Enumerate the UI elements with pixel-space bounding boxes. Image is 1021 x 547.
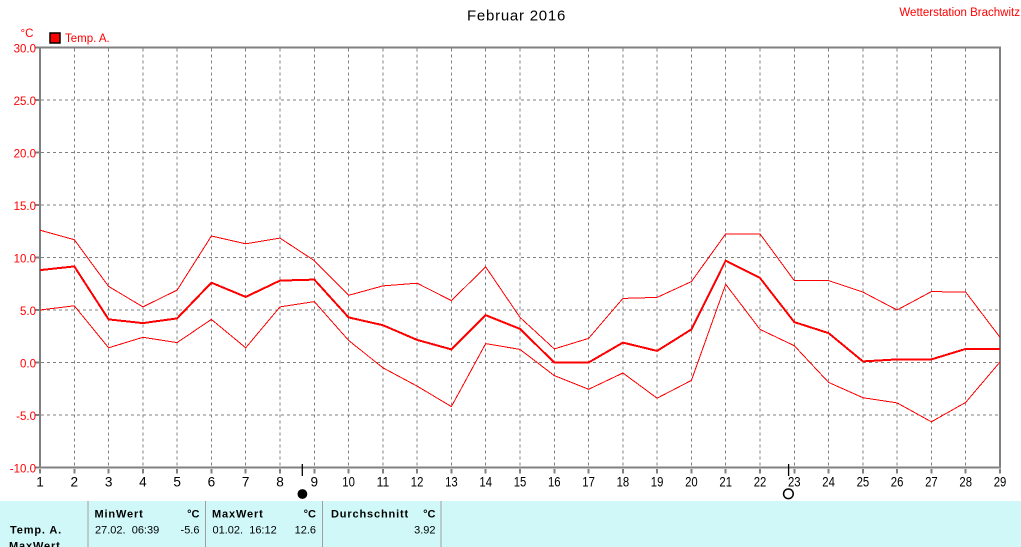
svg-text:27: 27: [925, 475, 938, 490]
svg-text:20.0: 20.0: [14, 149, 36, 161]
svg-text:12: 12: [411, 475, 424, 490]
svg-text:Wetterstation Brachwitz: Wetterstation Brachwitz: [899, 7, 1020, 19]
svg-text:21: 21: [719, 475, 732, 490]
svg-text:26: 26: [891, 475, 904, 490]
svg-text:6: 6: [208, 475, 216, 490]
svg-text:01.02. 16:12: 01.02. 16:12: [213, 525, 277, 537]
svg-text:3: 3: [105, 475, 113, 490]
svg-text:Februar 2016: Februar 2016: [467, 8, 566, 25]
svg-text:°C: °C: [21, 28, 34, 40]
svg-text:°C: °C: [304, 509, 316, 521]
svg-text:MaxWert: MaxWert: [212, 509, 264, 521]
svg-text:11: 11: [377, 475, 390, 490]
svg-text:20: 20: [685, 475, 698, 490]
svg-text:0.0: 0.0: [20, 359, 36, 371]
svg-text:24: 24: [822, 475, 835, 490]
svg-text:19: 19: [651, 475, 664, 490]
svg-text:28: 28: [959, 475, 972, 490]
svg-text:°C: °C: [423, 509, 435, 521]
svg-text:12.6: 12.6: [295, 525, 316, 537]
svg-text:8: 8: [276, 475, 284, 490]
svg-text:10: 10: [342, 475, 355, 490]
svg-text:Temp. A.: Temp. A.: [10, 525, 62, 537]
svg-text:MaxWert: MaxWert: [9, 541, 61, 547]
svg-text:9: 9: [311, 475, 319, 490]
svg-text:15: 15: [514, 475, 527, 490]
svg-text:10.0: 10.0: [14, 254, 36, 266]
svg-text:MinWert: MinWert: [95, 509, 144, 521]
svg-text:-5.6: -5.6: [181, 525, 200, 537]
svg-text:16: 16: [548, 475, 561, 490]
svg-text:27.02. 06:39: 27.02. 06:39: [95, 525, 159, 537]
svg-text:2: 2: [71, 475, 79, 490]
svg-text:5: 5: [173, 475, 181, 490]
svg-text:Temp. A.: Temp. A.: [65, 33, 110, 45]
svg-text:15.0: 15.0: [14, 201, 36, 213]
svg-text:7: 7: [242, 475, 250, 490]
svg-text:3.92: 3.92: [414, 525, 435, 537]
svg-text:17: 17: [582, 475, 595, 490]
svg-text:25: 25: [857, 475, 870, 490]
svg-text:25.0: 25.0: [14, 96, 36, 108]
svg-text:4: 4: [139, 475, 147, 490]
svg-text:23: 23: [788, 475, 801, 490]
svg-text:-10.0: -10.0: [10, 464, 36, 476]
svg-text:Durchschnitt: Durchschnitt: [331, 509, 409, 521]
svg-text:5.0: 5.0: [20, 306, 36, 318]
svg-text:1: 1: [36, 475, 44, 490]
svg-text:-5.0: -5.0: [16, 411, 36, 423]
svg-text:29: 29: [994, 475, 1007, 490]
svg-text:30.0: 30.0: [14, 44, 36, 56]
svg-text:14: 14: [479, 475, 492, 490]
svg-text:22: 22: [754, 475, 767, 490]
svg-text:°C: °C: [187, 509, 199, 521]
svg-text:13: 13: [445, 475, 458, 490]
svg-text:18: 18: [617, 475, 630, 490]
